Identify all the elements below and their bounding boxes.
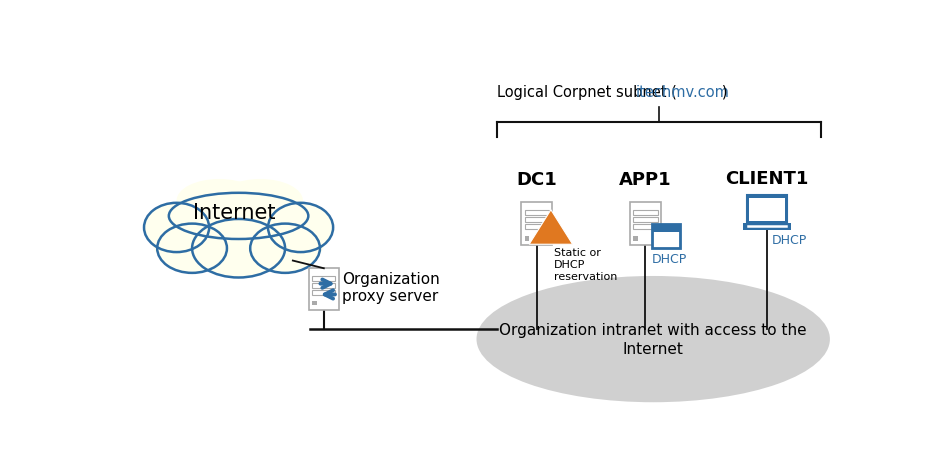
Ellipse shape	[157, 224, 226, 273]
Text: DHCP: DHCP	[771, 233, 806, 246]
Bar	[524, 224, 548, 230]
Text: itechmv.com: itechmv.com	[635, 84, 728, 100]
Bar	[312, 301, 316, 306]
Text: ): )	[707, 84, 727, 100]
Bar	[524, 210, 548, 216]
Bar	[632, 217, 657, 223]
Bar	[312, 283, 335, 289]
FancyBboxPatch shape	[746, 196, 786, 224]
Bar	[632, 224, 657, 230]
Bar	[524, 236, 529, 241]
Bar	[632, 236, 637, 241]
FancyBboxPatch shape	[629, 202, 660, 246]
Text: CLIENT1: CLIENT1	[725, 170, 808, 188]
Bar	[524, 217, 548, 223]
Text: APP1: APP1	[618, 171, 671, 189]
Text: proxy server: proxy server	[342, 288, 438, 303]
Ellipse shape	[217, 179, 303, 223]
FancyBboxPatch shape	[749, 199, 784, 221]
Bar	[312, 276, 335, 282]
Text: Logical Corpnet subnet (: Logical Corpnet subnet (	[496, 84, 690, 100]
Bar	[632, 210, 657, 216]
Text: Organization intranet with access to the: Organization intranet with access to the	[499, 323, 806, 338]
Ellipse shape	[250, 224, 319, 273]
Ellipse shape	[268, 203, 333, 252]
Ellipse shape	[232, 207, 325, 272]
Text: Internet: Internet	[193, 202, 276, 223]
Ellipse shape	[151, 207, 244, 272]
FancyBboxPatch shape	[309, 269, 338, 310]
Ellipse shape	[476, 276, 829, 403]
Text: DHCP: DHCP	[651, 252, 686, 265]
Text: Organization: Organization	[342, 271, 440, 286]
Ellipse shape	[144, 203, 209, 252]
FancyBboxPatch shape	[521, 202, 552, 246]
Text: Internet: Internet	[622, 341, 683, 356]
Text: Static or
DHCP
reservation: Static or DHCP reservation	[553, 248, 617, 281]
Bar	[312, 290, 335, 296]
Ellipse shape	[176, 179, 262, 223]
Bar	[651, 224, 678, 233]
Ellipse shape	[192, 219, 285, 278]
Text: DC1: DC1	[516, 171, 557, 189]
Ellipse shape	[169, 184, 308, 264]
FancyBboxPatch shape	[651, 224, 678, 249]
Polygon shape	[529, 210, 572, 245]
FancyBboxPatch shape	[742, 224, 791, 230]
